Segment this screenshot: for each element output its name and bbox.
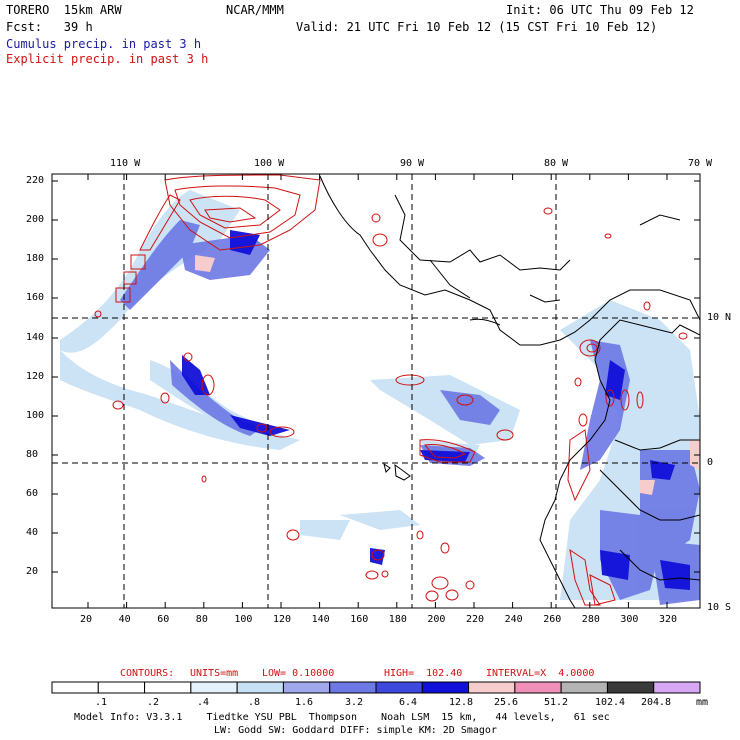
plot-frame <box>51 173 701 609</box>
y-tick-label: 220 <box>26 175 45 186</box>
lat-label-10s: 10 S <box>707 602 732 613</box>
contour-low: LOW= 0.10000 <box>262 668 335 679</box>
colorbar-label: 3.2 <box>344 697 364 708</box>
x-tick-label: 300 <box>620 614 639 625</box>
x-tick-label: 120 <box>273 614 292 625</box>
lon-label-70w: 70 W <box>688 158 713 169</box>
colorbar-label: 12.8 <box>448 697 474 708</box>
colorbar-label: 25.6 <box>493 697 519 708</box>
x-tick-label: 100 <box>234 614 253 625</box>
precip-field <box>60 174 700 608</box>
lon-label-110w: 110 W <box>110 158 141 169</box>
model-title: TORERO 15km ARW <box>6 3 122 17</box>
colorbar-swatch <box>329 681 377 694</box>
y-tick-label: 120 <box>26 371 45 382</box>
org-label: NCAR/MMM <box>226 3 284 17</box>
x-tick-label: 140 <box>311 614 330 625</box>
x-tick-label: 180 <box>388 614 407 625</box>
y-tick-label: 60 <box>26 488 39 499</box>
contour-interval: INTERVAL=X 4.0000 <box>486 668 595 679</box>
colorbar-swatch <box>421 681 470 694</box>
x-tick-label: 60 <box>157 614 170 625</box>
colorbar-swatch <box>190 681 238 694</box>
colorbar-swatch <box>282 681 331 694</box>
y-tick-label: 140 <box>26 332 45 343</box>
colorbar-label: .2 <box>146 697 160 708</box>
lon-label-90w: 90 W <box>400 158 425 169</box>
lat-label-0: 0 <box>707 457 714 468</box>
x-tick-label: 220 <box>466 614 485 625</box>
colorbar-label: .4 <box>196 697 210 708</box>
y-tick-label: 100 <box>26 410 45 421</box>
contour-units: UNITS=mm <box>190 668 239 679</box>
x-tick-label: 200 <box>427 614 446 625</box>
colorbar-label: .1 <box>94 697 108 708</box>
x-tick-label: 20 <box>80 614 93 625</box>
y-tick-label: 40 <box>26 527 39 538</box>
contour-label: CONTOURS: <box>120 668 175 679</box>
axis-ticks <box>52 174 700 608</box>
init-time: Init: 06 UTC Thu 09 Feb 12 <box>506 3 694 17</box>
x-tick-label: 240 <box>504 614 523 625</box>
x-tick-label: 260 <box>543 614 562 625</box>
lat-label-10n: 10 N <box>707 312 732 323</box>
y-tick-label: 20 <box>26 566 39 577</box>
y-tick-label: 80 <box>26 449 39 460</box>
explicit-legend: Explicit precip. in past 3 h <box>6 52 209 66</box>
colorbar-swatch <box>236 681 284 694</box>
colorbar-swatch <box>51 681 99 694</box>
colorbar-unit: mm <box>696 697 709 708</box>
valid-time: Valid: 21 UTC Fri 10 Feb 12 (15 CST Fri … <box>296 20 658 34</box>
colorbar-label: 102.4 <box>594 697 626 708</box>
colorbar-swatch <box>144 681 192 694</box>
colorbar-label: 204.8 <box>640 697 672 708</box>
forecast-hour: Fcst: 39 h <box>6 20 93 34</box>
y-tick-label: 180 <box>26 253 45 264</box>
x-tick-label: 40 <box>118 614 131 625</box>
colorbar-swatch <box>560 681 608 694</box>
colorbar-label: 6.4 <box>398 697 418 708</box>
colorbar-label: 1.6 <box>294 697 314 708</box>
colorbar-label: .8 <box>247 697 261 708</box>
model-info: Model Info: V3.3.1 Tiedtke YSU PBL Thomp… <box>74 712 610 723</box>
contour-high: HIGH= 102.40 <box>384 668 463 679</box>
x-tick-label: 80 <box>195 614 208 625</box>
y-tick-label: 200 <box>26 214 45 225</box>
x-tick-label: 280 <box>581 614 600 625</box>
lon-label-100w: 100 W <box>254 158 285 169</box>
colorbar-swatch <box>653 681 701 694</box>
colorbar-swatch <box>514 681 562 694</box>
colorbar-label: 51.2 <box>543 697 569 708</box>
graticule <box>52 174 700 608</box>
x-tick-label: 160 <box>350 614 369 625</box>
cumulus-legend: Cumulus precip. in past 3 h <box>6 37 202 51</box>
lon-label-80w: 80 W <box>544 158 569 169</box>
colorbar-swatch <box>606 681 655 694</box>
x-tick-label: 320 <box>659 614 678 625</box>
colorbar-swatch <box>375 681 423 694</box>
colorbar-swatch <box>97 681 146 694</box>
y-tick-label: 160 <box>26 292 45 303</box>
physics-info: LW: Godd SW: Goddard DIFF: simple KM: 2D… <box>214 725 497 736</box>
colorbar-swatch <box>468 681 516 694</box>
